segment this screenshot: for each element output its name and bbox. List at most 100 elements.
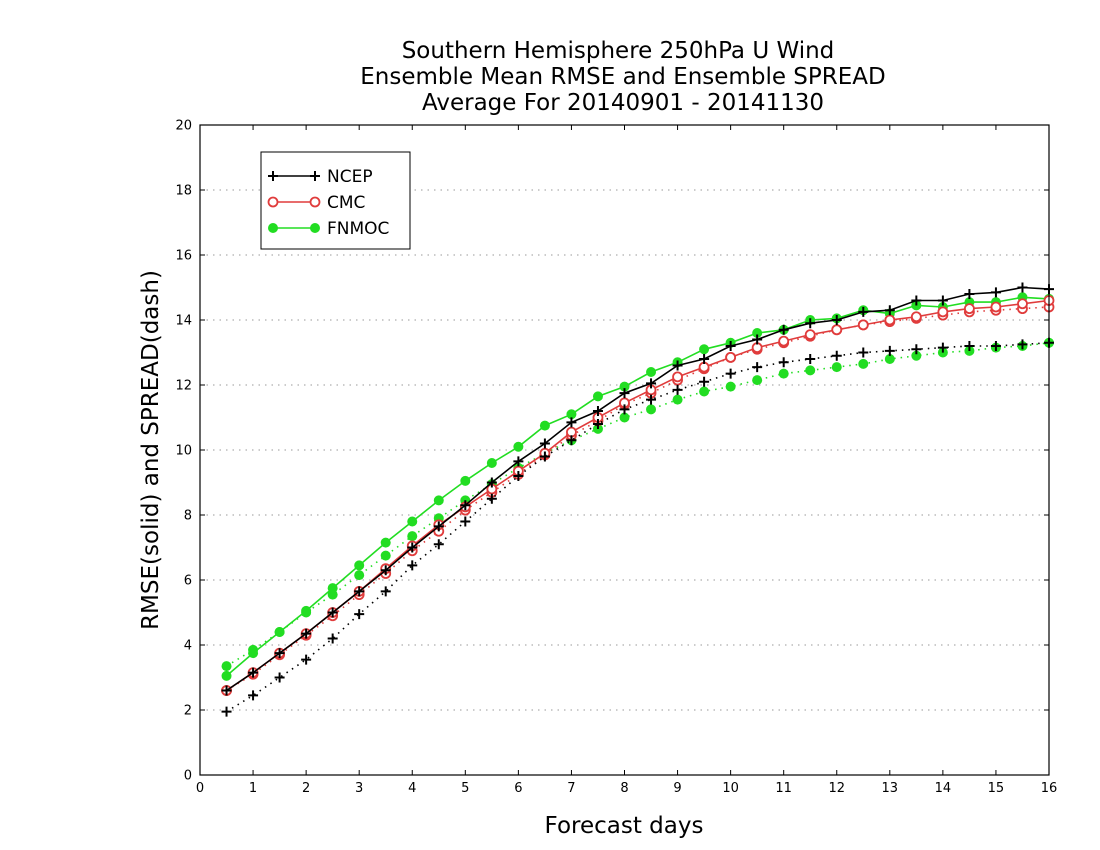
x-tick-label: 8 [620, 781, 628, 796]
ncep-rmse-point [990, 287, 1001, 298]
ncep-rmse-point [566, 417, 577, 428]
x-tick-label: 12 [828, 781, 845, 796]
ncep-rmse-point [433, 521, 444, 532]
cmc-rmse-point [1017, 298, 1028, 310]
y-tick-label: 18 [175, 184, 192, 199]
ncep-spread-point [619, 404, 630, 415]
ncep-spread-point [380, 586, 391, 597]
x-tick-label: 11 [775, 781, 792, 796]
cmc-rmse-point [910, 311, 922, 323]
ncep-spread-point [884, 345, 895, 356]
cmc-rmse-point [937, 306, 949, 318]
ncep-rmse-point [937, 295, 948, 306]
y-tick-label: 4 [184, 639, 192, 654]
ncep-rmse-line [226, 286, 1050, 692]
chart-title-line-1: Southern Hemisphere 250hPa U Wind [402, 38, 835, 64]
fnmoc-spread-line [226, 342, 1050, 667]
legend-label: CMC [327, 193, 365, 213]
ncep-spread-point [858, 347, 869, 358]
cmc-rmse-line [226, 299, 1050, 692]
x-tick-label: 9 [673, 781, 681, 796]
fnmoc-spread-point [752, 375, 763, 386]
ncep-spread-point [248, 690, 259, 701]
cmc-rmse-points [221, 295, 1055, 696]
legend-marker [267, 196, 279, 208]
ncep-rmse-point [354, 586, 365, 597]
cmc-rmse-point [804, 329, 816, 341]
y-tick-label: 12 [175, 379, 192, 394]
legend-marker [268, 223, 278, 233]
y-tick-label: 16 [175, 249, 192, 264]
fnmoc-spread-point [646, 404, 657, 415]
fnmoc-spread-point [884, 354, 895, 364]
ncep-rmse-point [460, 500, 471, 511]
fnmoc-rmse-point [221, 670, 232, 681]
ncep-spread-point [778, 357, 789, 368]
y-tick-label: 8 [184, 509, 192, 524]
ncep-spread-point [354, 609, 365, 620]
legend: NCEP CMC FNMOC [260, 151, 411, 250]
fnmoc-rmse-point [539, 420, 550, 431]
cmc-rmse-point [831, 324, 843, 336]
ncep-rmse-point [274, 648, 285, 659]
legend-item-fnmoc: FNMOC [268, 219, 389, 239]
ncep-spread-point [831, 350, 842, 361]
ncep-spread-point [513, 471, 524, 481]
fnmoc-rmse-point [327, 583, 338, 594]
ncep-spread-point [964, 341, 975, 351]
y-tick-label: 10 [175, 444, 192, 459]
fnmoc-spread-point [778, 368, 789, 379]
ncep-spread-point [646, 394, 657, 405]
fnmoc-rmse-point [301, 605, 312, 616]
legend-marker [309, 196, 321, 208]
fnmoc-spread-point [619, 412, 630, 423]
cmc-spread-points [221, 301, 1055, 696]
ncep-spread-point [433, 539, 444, 550]
ncep-spread-point [911, 344, 922, 355]
ncep-spread-point [301, 654, 312, 665]
y-tick-label: 2 [184, 704, 192, 719]
legend-marker [268, 171, 278, 181]
ncep-rmse-point [619, 388, 630, 399]
ncep-rmse-point [699, 354, 710, 364]
ncep-spread-point [752, 362, 763, 373]
ncep-rmse-point [301, 628, 312, 639]
fnmoc-rmse-point [566, 409, 577, 420]
legend-box [260, 151, 411, 250]
ncep-rmse-point [1017, 282, 1028, 293]
y-tick-label: 20 [175, 119, 192, 134]
fnmoc-spread-point [354, 570, 365, 581]
fnmoc-rmse-point [646, 367, 657, 377]
ncep-spread-point [486, 493, 497, 504]
legend-item-cmc: CMC [267, 193, 365, 213]
fnmoc-rmse-point [513, 441, 524, 452]
x-tick-label: 0 [196, 781, 204, 796]
ncep-spread-point [327, 633, 338, 644]
legend-marker [310, 223, 320, 233]
x-tick-label: 3 [355, 781, 363, 796]
fnmoc-spread-point [831, 362, 842, 373]
fnmoc-spread-point [672, 394, 683, 405]
ncep-spread-point [672, 384, 683, 395]
x-tick-label: 15 [988, 781, 1005, 796]
ncep-rmse-point [911, 295, 922, 306]
legend-label: FNMOC [327, 219, 389, 239]
x-tick-label: 6 [514, 781, 522, 796]
fnmoc-rmse-point [619, 381, 630, 392]
cmc-rmse-point [672, 371, 683, 383]
ncep-spread-points [221, 337, 1054, 717]
ncep-rmse-point [646, 378, 657, 389]
ncep-rmse-points [221, 282, 1054, 696]
ncep-rmse-point [805, 318, 816, 329]
fnmoc-rmse-point [699, 344, 710, 355]
grid [200, 189, 1049, 711]
fnmoc-rmse-point [407, 516, 418, 527]
ncep-spread-point [274, 672, 285, 683]
ncep-rmse-point [592, 406, 603, 416]
ncep-rmse-point [725, 341, 736, 351]
ncep-spread-line [226, 342, 1050, 713]
legend-label: NCEP [327, 167, 373, 187]
fnmoc-spread-point [858, 358, 869, 369]
ncep-rmse-point [248, 667, 259, 678]
